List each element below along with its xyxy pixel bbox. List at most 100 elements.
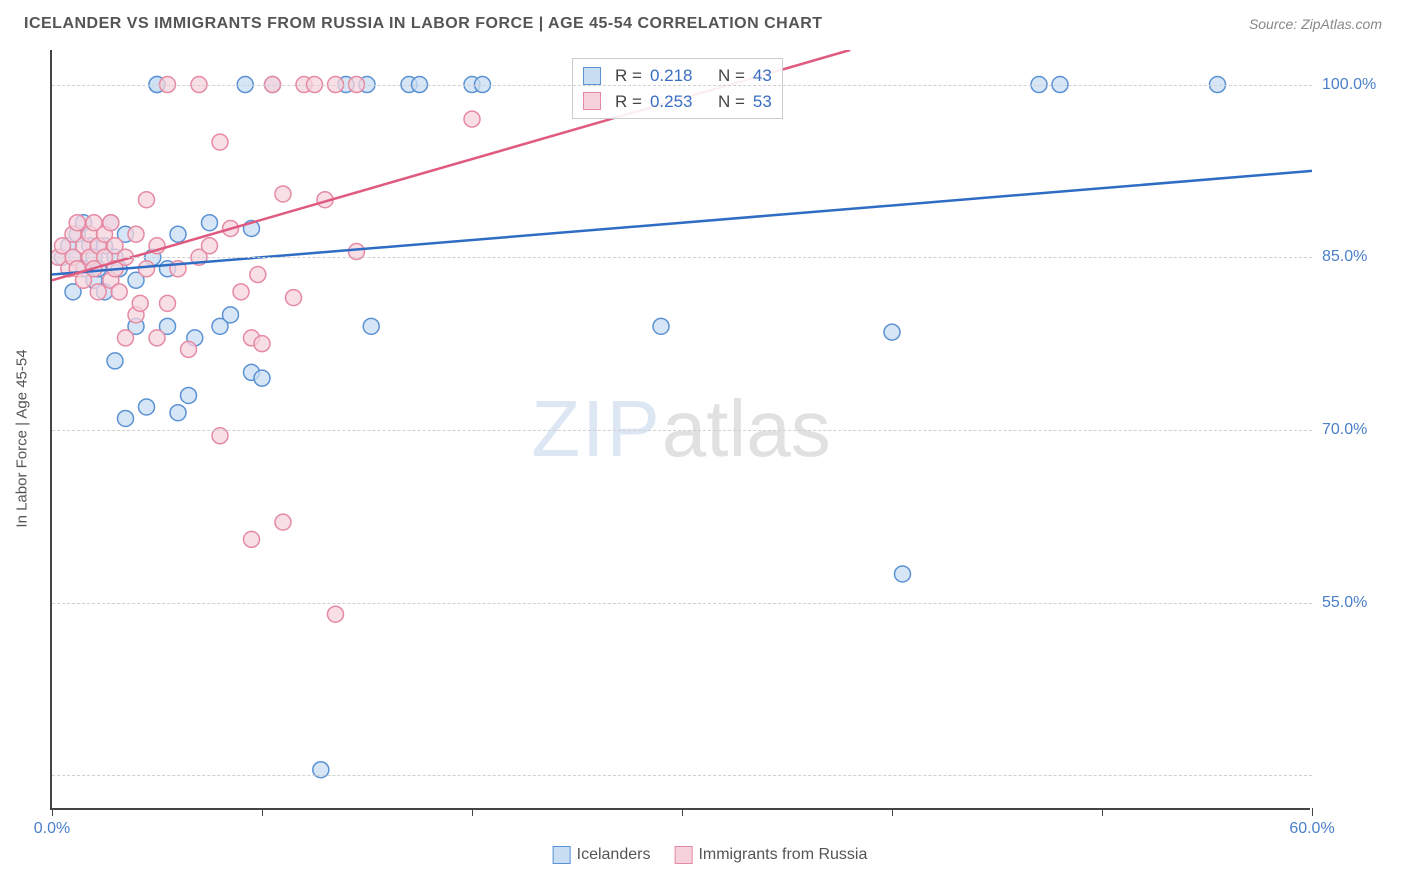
y-tick-label: 70.0% [1322,421,1367,439]
y-axis-label: In Labor Force | Age 45-54 [14,349,31,527]
scatter-point-icelanders [244,364,260,380]
legend-label: Icelanders [577,846,651,863]
scatter-point-icelanders [244,220,260,236]
scatter-point-russians [223,220,239,236]
scatter-point-russians [118,330,134,346]
scatter-point-icelanders [82,238,98,254]
scatter-point-russians [111,284,127,300]
scatter-point-russians [244,330,260,346]
legend-swatch [583,67,601,85]
x-tick [52,808,53,816]
watermark-part2: atlas [662,384,831,473]
scatter-point-russians [65,226,81,242]
scatter-point-russians [132,295,148,311]
scatter-point-icelanders [128,272,144,288]
scatter-point-icelanders [111,261,127,277]
scatter-point-russians [55,238,71,254]
x-tick [682,808,683,816]
scatter-point-icelanders [254,370,270,386]
y-tick-label: 100.0% [1322,76,1376,94]
legend-swatch [553,846,571,864]
watermark: ZIPatlas [531,383,830,475]
scatter-point-icelanders [76,261,92,277]
scatter-point-russians [328,606,344,622]
scatter-point-russians [212,134,228,150]
y-tick-label: 55.0% [1322,594,1367,612]
scatter-point-russians [170,261,186,277]
scatter-point-icelanders [128,318,144,334]
scatter-point-icelanders [160,318,176,334]
scatter-point-icelanders [69,226,85,242]
scatter-point-russians [97,226,113,242]
scatter-point-icelanders [181,387,197,403]
scatter-point-russians [82,226,98,242]
scatter-point-russians [275,186,291,202]
bottom-legend: Icelanders Immigrants from Russia [553,846,868,864]
legend-swatch [674,846,692,864]
scatter-point-russians [233,284,249,300]
stats-legend-box: R =0.218 N =43R =0.253 N =53 [572,58,783,119]
scatter-point-russians [250,267,266,283]
scatter-point-russians [139,261,155,277]
scatter-point-russians [160,295,176,311]
gridline [52,257,1312,258]
scatter-point-icelanders [363,318,379,334]
chart-title: ICELANDER VS IMMIGRANTS FROM RUSSIA IN L… [24,15,823,33]
plot-area: ZIPatlas R =0.218 N =43R =0.253 N =53 55… [50,50,1310,810]
scatter-point-russians [149,238,165,254]
scatter-point-russians [90,238,106,254]
legend-label: Immigrants from Russia [698,846,867,863]
scatter-point-icelanders [107,353,123,369]
scatter-point-russians [202,238,218,254]
x-tick [472,808,473,816]
x-tick [1312,808,1313,816]
scatter-point-russians [90,284,106,300]
scatter-point-icelanders [895,566,911,582]
x-tick [1102,808,1103,816]
x-tick-label: 60.0% [1289,820,1334,838]
scatter-point-russians [86,261,102,277]
scatter-point-icelanders [653,318,669,334]
scatter-point-russians [181,341,197,357]
scatter-point-russians [107,261,123,277]
scatter-point-russians [76,272,92,288]
scatter-point-icelanders [160,261,176,277]
scatter-point-russians [61,261,77,277]
scatter-point-russians [128,226,144,242]
scatter-point-icelanders [97,238,113,254]
legend-swatch [583,92,601,110]
stats-row-russians: R =0.253 N =53 [583,89,772,115]
scatter-point-icelanders [118,410,134,426]
x-tick [262,808,263,816]
gridline [52,430,1312,431]
scatter-point-icelanders [170,405,186,421]
scatter-point-russians [286,290,302,306]
scatter-point-icelanders [103,215,119,231]
x-tick-label: 0.0% [34,820,70,838]
scatter-point-icelanders [212,318,228,334]
scatter-point-russians [69,215,85,231]
gridline [52,603,1312,604]
chart-container: ZIPatlas R =0.218 N =43R =0.253 N =53 55… [50,50,1370,830]
scatter-point-russians [103,215,119,231]
scatter-point-icelanders [90,261,106,277]
scatter-point-russians [76,238,92,254]
scatter-point-icelanders [139,399,155,415]
scatter-point-russians [149,330,165,346]
scatter-point-icelanders [170,226,186,242]
watermark-part1: ZIP [531,384,661,473]
scatter-point-russians [86,215,102,231]
r-value: 0.253 [650,89,693,115]
scatter-point-russians [139,192,155,208]
scatter-point-russians [317,192,333,208]
x-tick [892,808,893,816]
scatter-point-russians [464,111,480,127]
scatter-point-russians [275,514,291,530]
n-value: 53 [753,89,772,115]
scatter-point-icelanders [118,226,134,242]
scatter-point-icelanders [187,330,203,346]
scatter-point-icelanders [61,238,77,254]
legend-item: Immigrants from Russia [674,846,867,864]
legend-item: Icelanders [553,846,651,864]
scatter-point-icelanders [884,324,900,340]
